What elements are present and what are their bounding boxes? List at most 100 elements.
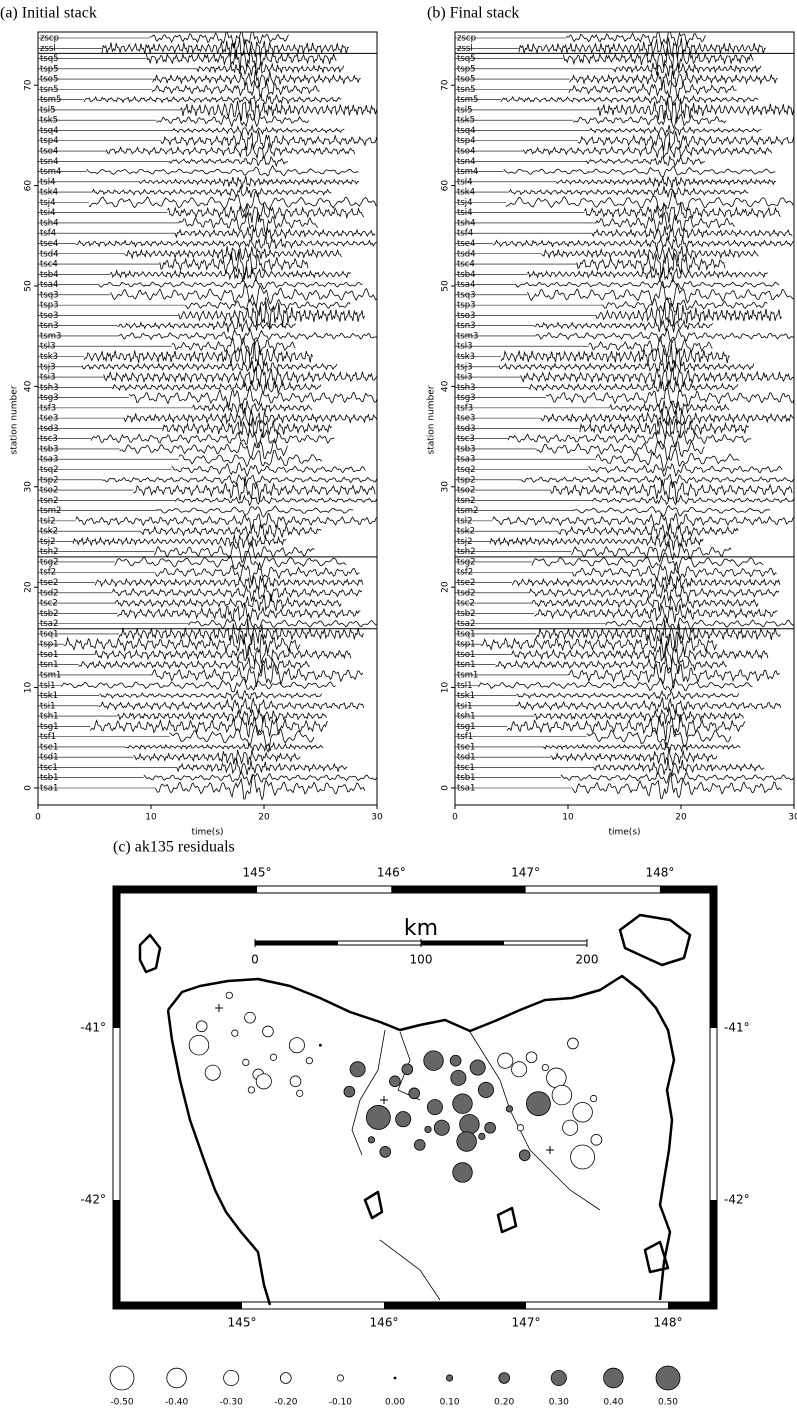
y-tick-label: 0: [441, 785, 451, 791]
station-label: tsm5: [457, 95, 478, 105]
station-label: tsc4: [457, 260, 475, 270]
waveform: [609, 400, 730, 416]
residual-circle: [109, 1365, 135, 1391]
waveform: [178, 301, 365, 330]
scale-unit: km: [404, 916, 438, 941]
waveform: [156, 112, 309, 128]
lon-label: 148°: [645, 866, 674, 880]
waveform: [563, 47, 754, 70]
residual-circle: [445, 1374, 454, 1382]
station-label: tsk3: [40, 352, 58, 362]
station-label: tsg1: [457, 722, 476, 732]
lon-label: 146°: [370, 1316, 399, 1330]
station-label: tsm4: [40, 167, 61, 177]
waveform: [114, 551, 347, 570]
x-tick-label: 30: [788, 813, 797, 823]
waveform: [560, 771, 794, 784]
waveform: [542, 741, 741, 753]
lon-label: 145°: [228, 1316, 257, 1330]
station-label: tsd1: [40, 753, 59, 763]
station-label: tsa4: [457, 280, 475, 290]
station-label: tsq3: [40, 290, 59, 300]
station-label: tsa3: [457, 455, 475, 465]
waveform: [576, 252, 726, 278]
waveform: [515, 278, 780, 290]
station-label: tsd2: [457, 588, 476, 598]
legend-label: -0.30: [220, 1398, 244, 1408]
station-label: tso3: [457, 311, 475, 321]
cross: [215, 1004, 223, 1012]
waveform: [612, 62, 762, 77]
waveform: [112, 584, 363, 602]
waveform: [153, 539, 315, 564]
waveform: [178, 210, 319, 235]
waveform: [98, 279, 363, 290]
residual-circle: [498, 1372, 511, 1384]
scale-label: 100: [410, 953, 433, 967]
legend-label: -0.20: [274, 1398, 298, 1408]
residual-circle: [450, 1069, 467, 1086]
waveform: [540, 408, 794, 427]
station-label: tsb4: [40, 270, 59, 280]
residual-circle: [242, 1058, 250, 1067]
waveform: [124, 246, 342, 261]
station-label: tsq2: [40, 465, 59, 475]
cross: [546, 1146, 554, 1154]
residual-circle: [459, 1114, 480, 1135]
waveform: [492, 236, 794, 250]
residual-circle: [247, 1086, 255, 1094]
station-label: tsp1: [457, 640, 476, 650]
station-label: tso5: [40, 75, 58, 85]
waveform: [180, 100, 377, 121]
waveform: [195, 61, 345, 76]
station-label: tso1: [457, 650, 475, 660]
station-label: tsf2: [40, 568, 56, 578]
waveform: [111, 380, 322, 395]
residual-circle: [349, 1061, 366, 1078]
border-bar: [391, 886, 526, 893]
waveform: [167, 203, 365, 224]
station-label: tsc4: [40, 260, 58, 270]
waveform: [500, 343, 730, 371]
y-tick-label: 70: [24, 79, 34, 91]
legend-label: 0.20: [494, 1398, 514, 1408]
waveform: [118, 618, 364, 646]
residual-circle: [505, 1105, 514, 1113]
station-label: tsn1: [457, 660, 476, 670]
station-label: tse2: [40, 578, 58, 588]
lat-label: -41°: [80, 1021, 106, 1035]
station-label: tsh2: [457, 547, 476, 557]
y-tick-label: 70: [441, 79, 451, 91]
waveform: [536, 440, 705, 460]
residual-circle: [562, 1119, 579, 1136]
residual-circle: [449, 1054, 462, 1067]
residual-circle: [204, 1064, 221, 1081]
station-label: tsb2: [457, 609, 476, 619]
station-label: tse4: [457, 239, 475, 249]
map-title: (c) ak135 residuals: [113, 839, 235, 856]
waveform: [174, 227, 376, 241]
station-label: tso2: [40, 486, 58, 496]
station-label: tsd4: [40, 249, 59, 259]
waveform: [507, 430, 752, 448]
x-tick-label: 20: [258, 813, 270, 823]
residual-circle: [525, 1051, 538, 1064]
residual-circle: [518, 1149, 531, 1162]
legend-label: 0.10: [440, 1398, 460, 1408]
station-label: tsp3: [457, 301, 476, 311]
station-label: tsq1: [40, 629, 59, 639]
waveform: [572, 504, 771, 517]
plot-frame: [37, 31, 378, 806]
scale-label: 200: [576, 953, 599, 967]
legend-label: -0.50: [110, 1398, 134, 1408]
waveform: [172, 124, 345, 137]
waveform: [133, 476, 376, 502]
station-label: tsb4: [457, 270, 476, 280]
residual-circle: [572, 1102, 593, 1123]
station-label: tsi3: [457, 373, 473, 383]
scale-label: 0: [251, 953, 259, 967]
station-label: tsn2: [457, 496, 476, 506]
station-label: tsl5: [40, 105, 56, 115]
waveform: [60, 677, 336, 693]
station-label: tsc1: [40, 763, 58, 773]
